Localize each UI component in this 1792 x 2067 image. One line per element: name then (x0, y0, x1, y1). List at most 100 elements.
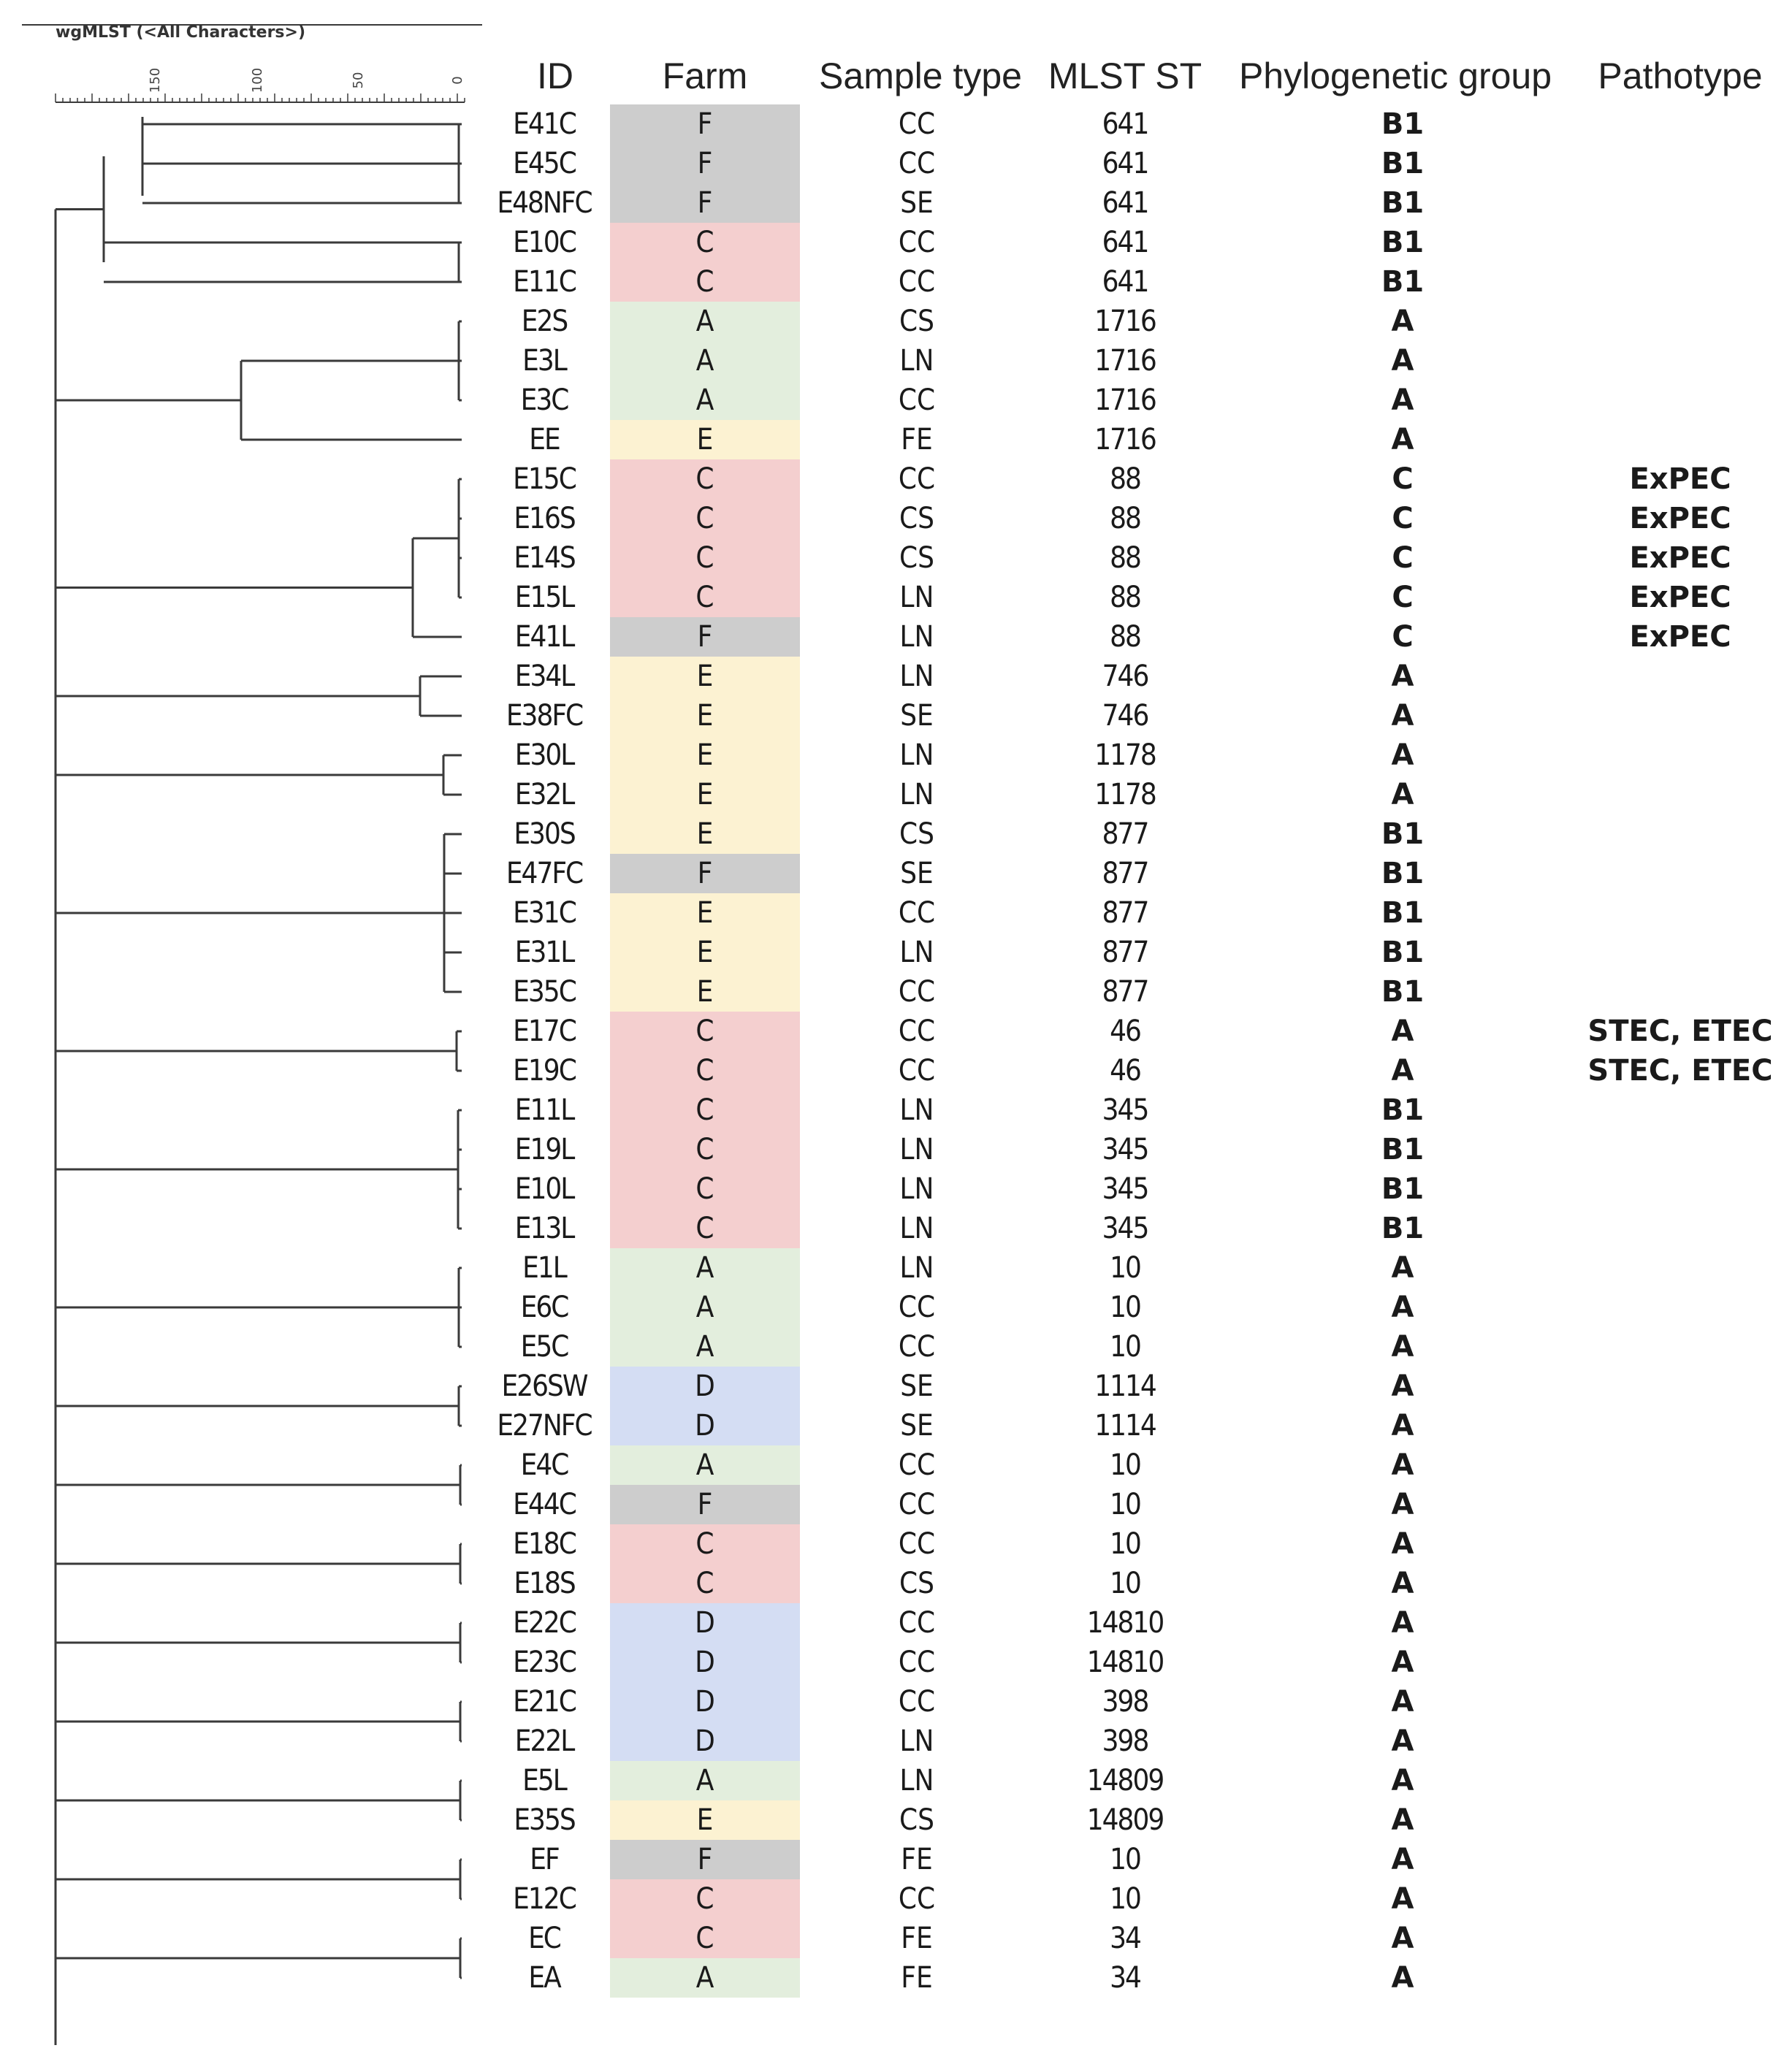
sample-type: LN (899, 1764, 934, 1797)
pathotype (1571, 1485, 1790, 1524)
farm-color-cell (610, 1169, 800, 1209)
mlst-st: 1716 (1094, 423, 1157, 456)
table-row: E4C A CC 10 A (0, 1445, 1792, 1485)
farm-label: C (695, 1054, 714, 1088)
farm-label: A (695, 1251, 714, 1285)
farm-label: E (696, 1803, 714, 1837)
mlst-st: 345 (1102, 1172, 1150, 1206)
farm-color-cell (610, 814, 800, 854)
farm-label: E (696, 817, 714, 851)
farm-color-cell (610, 1090, 800, 1130)
farm-label: A (695, 1961, 714, 1995)
sample-type: CS (899, 817, 934, 851)
farm-color-cell (610, 933, 800, 972)
table-row: E12C C CC 10 A (0, 1879, 1792, 1919)
farm-color-cell (610, 499, 800, 538)
table-row: E47FC F SE 877 B1 (0, 854, 1792, 893)
table-row: E13L C LN 345 B1 (0, 1209, 1792, 1248)
phylogenetic-group: A (1391, 305, 1414, 338)
farm-color-cell (610, 1564, 800, 1603)
table-row: E22L D LN 398 A (0, 1722, 1792, 1761)
isolate-id: E5L (522, 1764, 568, 1797)
sample-type: CC (898, 1015, 936, 1048)
phylogenetic-group: A (1391, 383, 1414, 417)
phylogenetic-group: A (1391, 699, 1414, 733)
isolate-id: EC (528, 1922, 562, 1955)
pathotype (1571, 1603, 1790, 1643)
phylogenetic-group: B1 (1381, 896, 1425, 930)
pathotype (1571, 1248, 1790, 1288)
sample-type: FE (901, 1843, 933, 1876)
sample-type: SE (900, 1369, 934, 1403)
header-sample-type: Sample type (819, 56, 1022, 96)
pathotype: ExPEC (1629, 502, 1731, 535)
pathotype (1571, 302, 1790, 341)
phylogenetic-group: B1 (1381, 1212, 1425, 1245)
phylogenetic-group: B1 (1381, 186, 1425, 220)
farm-label: A (695, 1764, 714, 1797)
sample-type: FE (901, 423, 933, 456)
farm-label: F (697, 147, 713, 180)
mlst-st: 10 (1110, 1567, 1142, 1600)
header-farm: Farm (662, 56, 748, 96)
phylogenetic-group: A (1391, 1685, 1414, 1719)
pathotype: ExPEC (1629, 541, 1731, 575)
table-row: E32L E LN 1178 A (0, 775, 1792, 814)
sample-type: CC (898, 1646, 936, 1679)
mlst-st: 10 (1110, 1527, 1142, 1561)
isolate-id: E41L (514, 620, 576, 654)
sample-type: LN (899, 1133, 934, 1166)
phylogenetic-group: B1 (1381, 975, 1425, 1009)
farm-label: D (695, 1724, 715, 1758)
isolate-id: E18S (514, 1567, 576, 1600)
table-row: E35S E CS 14809 A (0, 1800, 1792, 1840)
isolate-id: E34L (514, 660, 576, 693)
sample-type: CC (898, 975, 936, 1009)
isolate-id: E22L (514, 1724, 576, 1758)
scale-tick-label: 150 (148, 68, 163, 93)
table-row: E41L F LN 88 C ExPEC (0, 617, 1792, 657)
mlst-st: 1716 (1094, 383, 1157, 417)
farm-label: C (695, 1527, 714, 1561)
farm-label: E (696, 699, 714, 733)
table-row: E48NFC F SE 641 B1 (0, 183, 1792, 223)
table-row: E31C E CC 877 B1 (0, 893, 1792, 933)
phylogenetic-group: A (1391, 660, 1414, 693)
sample-type: CS (899, 502, 934, 535)
table-row: E14S C CS 88 C ExPEC (0, 538, 1792, 578)
farm-color-cell (610, 617, 800, 657)
mlst-st: 1114 (1094, 1409, 1157, 1443)
phylogenetic-group: A (1391, 1527, 1414, 1561)
sample-type: CC (898, 896, 936, 930)
farm-label: C (695, 226, 714, 259)
mlst-st: 877 (1102, 936, 1150, 969)
sample-type: CS (899, 1567, 934, 1600)
mlst-st: 398 (1102, 1724, 1150, 1758)
phylogenetic-group: B1 (1381, 817, 1425, 851)
phylogenetic-group: A (1391, 1724, 1414, 1758)
isolate-id: E10L (514, 1172, 576, 1206)
mlst-st: 641 (1102, 107, 1150, 141)
table-row: E11C C CC 641 B1 (0, 262, 1792, 302)
sample-type: LN (899, 1724, 934, 1758)
isolate-id: E15L (514, 581, 576, 614)
farm-label: C (695, 265, 714, 299)
farm-label: C (695, 1172, 714, 1206)
mlst-st: 345 (1102, 1133, 1150, 1166)
pathotype: STEC, ETEC (1587, 1054, 1773, 1088)
sample-type: LN (899, 620, 934, 654)
table-row: E15L C LN 88 C ExPEC (0, 578, 1792, 617)
table-row: EC C FE 34 A (0, 1919, 1792, 1958)
farm-color-cell (610, 1327, 800, 1367)
pathotype (1571, 657, 1790, 696)
farm-label: E (696, 423, 714, 456)
farm-label: C (695, 1567, 714, 1600)
mlst-st: 10 (1110, 1843, 1142, 1876)
farm-label: E (696, 975, 714, 1009)
farm-label: C (695, 541, 714, 575)
mlst-st: 34 (1110, 1961, 1142, 1995)
table-row: E27NFC D SE 1114 A (0, 1406, 1792, 1445)
farm-label: F (697, 857, 713, 890)
pathotype (1571, 1367, 1790, 1406)
table-row: E18C C CC 10 A (0, 1524, 1792, 1564)
